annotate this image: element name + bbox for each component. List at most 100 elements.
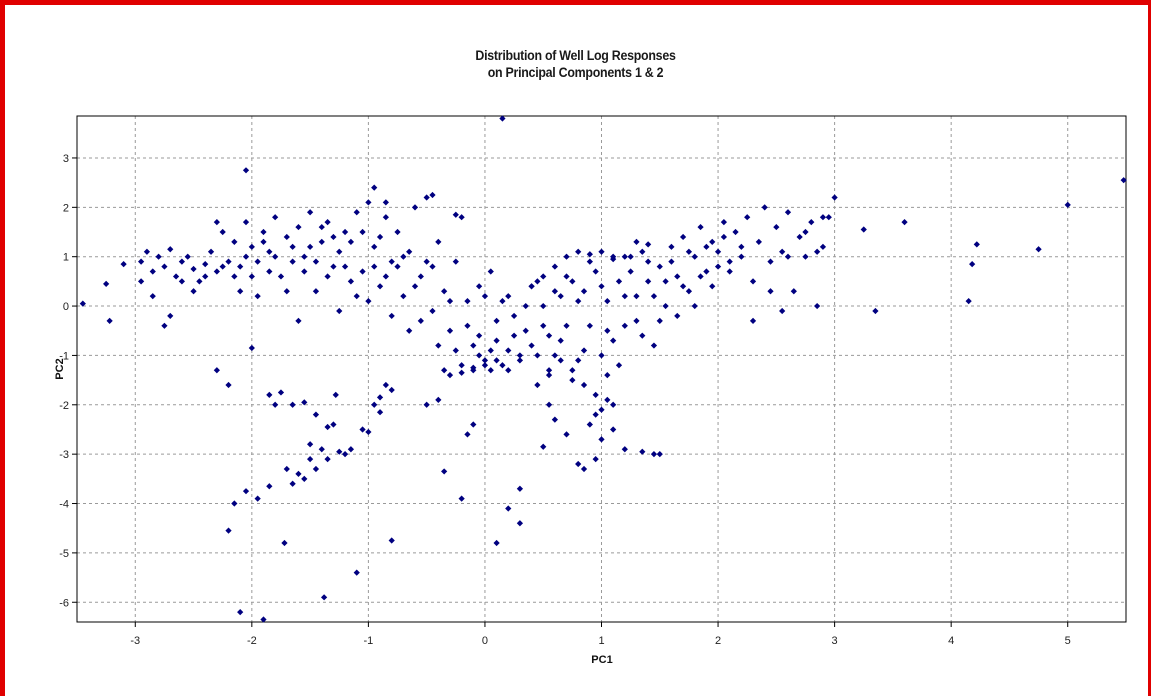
data-point <box>545 372 553 379</box>
data-point <box>580 347 588 354</box>
data-point <box>359 426 366 433</box>
data-point <box>120 260 127 268</box>
data-point <box>272 253 279 260</box>
data-point <box>382 214 389 221</box>
data-point <box>540 443 547 450</box>
data-point <box>487 367 494 374</box>
data-point <box>155 253 162 260</box>
data-point <box>592 411 599 418</box>
data-point <box>260 238 267 245</box>
data-point <box>353 293 360 300</box>
data-point <box>604 327 611 334</box>
data-point <box>103 280 110 287</box>
data-point <box>190 288 197 295</box>
x-tick-label: 4 <box>948 635 954 647</box>
data-point <box>720 233 727 241</box>
data-point <box>784 209 792 216</box>
data-point <box>435 238 442 245</box>
data-point <box>219 263 226 270</box>
data-point <box>714 263 722 270</box>
data-point <box>347 446 355 453</box>
data-point <box>470 342 477 349</box>
data-point <box>575 357 582 364</box>
data-point <box>604 396 611 403</box>
data-point <box>213 219 220 226</box>
data-point <box>167 312 174 320</box>
data-point <box>441 367 448 374</box>
data-point <box>493 337 500 344</box>
data-point <box>330 421 337 428</box>
data-point <box>860 226 867 233</box>
data-point <box>219 228 226 236</box>
data-point <box>318 223 325 231</box>
data-point <box>336 248 343 255</box>
data-point <box>324 273 331 280</box>
data-point <box>499 362 506 369</box>
data-point <box>283 233 290 241</box>
data-point <box>400 293 407 300</box>
data-points <box>79 115 1127 623</box>
data-point <box>320 594 328 601</box>
data-point <box>423 194 430 201</box>
data-point <box>423 401 430 408</box>
data-point <box>306 455 314 463</box>
data-point <box>137 278 145 285</box>
data-point <box>260 228 267 236</box>
data-point <box>341 451 349 458</box>
data-point <box>306 243 314 250</box>
data-point <box>306 209 314 216</box>
data-point <box>540 302 547 310</box>
data-point <box>784 253 792 260</box>
data-point <box>295 223 302 231</box>
data-point <box>749 317 757 324</box>
data-point <box>551 352 558 359</box>
data-point <box>207 248 215 255</box>
data-point <box>202 260 209 268</box>
data-point <box>272 401 279 408</box>
data-point <box>645 258 652 265</box>
data-point <box>755 238 762 245</box>
data-point <box>621 253 628 260</box>
data-point <box>464 322 471 329</box>
data-point <box>767 258 774 265</box>
data-point <box>540 273 547 280</box>
data-point <box>493 357 500 364</box>
data-point <box>650 293 658 300</box>
x-tick-label: 0 <box>482 635 488 647</box>
data-point <box>266 483 273 490</box>
data-point <box>388 258 395 265</box>
data-point <box>650 342 658 349</box>
data-point <box>831 194 838 201</box>
data-point <box>773 223 780 231</box>
data-point <box>668 258 675 265</box>
data-point <box>429 191 436 199</box>
y-tick-label: -5 <box>59 548 69 560</box>
data-point <box>318 446 325 453</box>
data-point <box>411 283 419 290</box>
data-point <box>429 307 436 315</box>
data-point <box>598 436 605 443</box>
data-point <box>481 362 489 369</box>
data-point <box>744 214 751 221</box>
data-point <box>901 219 908 226</box>
data-point <box>697 273 704 280</box>
data-point <box>557 357 564 364</box>
data-point <box>627 253 634 260</box>
data-point <box>569 278 576 285</box>
data-point <box>598 406 605 413</box>
data-point <box>481 357 489 364</box>
data-point <box>143 248 151 255</box>
data-point <box>225 527 232 534</box>
data-point <box>371 263 378 270</box>
data-point <box>592 268 599 275</box>
data-point <box>376 409 384 416</box>
data-point <box>248 273 255 280</box>
data-point <box>621 322 628 329</box>
data-point <box>563 273 570 280</box>
data-point <box>301 253 308 260</box>
data-point <box>458 214 465 221</box>
data-point <box>231 500 238 507</box>
data-point <box>598 248 605 255</box>
data-point <box>237 288 244 295</box>
